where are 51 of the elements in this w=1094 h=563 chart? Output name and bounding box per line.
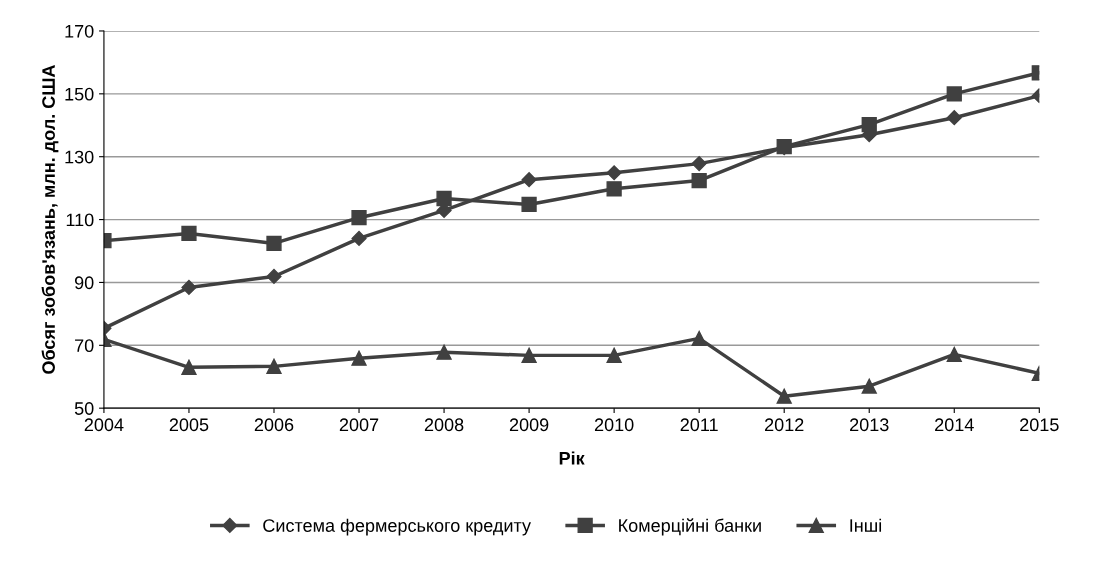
point xyxy=(691,172,707,189)
point xyxy=(521,347,537,364)
legend-label: Інші xyxy=(850,518,882,532)
point xyxy=(606,347,622,364)
y-tick-label: 150 xyxy=(65,87,94,101)
point xyxy=(946,346,962,363)
x-tick-label: 2010 xyxy=(594,418,634,432)
x-tick-label: 2005 xyxy=(169,418,209,432)
x-tick-label: 2008 xyxy=(424,418,464,432)
y-tick-label: 130 xyxy=(65,150,94,164)
x-axis-title: Рік xyxy=(559,451,585,465)
x-tick-label: 2009 xyxy=(509,418,549,432)
legend-label: Система фермерського кредиту xyxy=(263,518,531,536)
point xyxy=(521,172,537,188)
y-tick-label: 70 xyxy=(75,339,94,353)
point xyxy=(776,388,792,404)
point xyxy=(181,225,197,242)
y-tick-label: 170 xyxy=(65,24,94,38)
point xyxy=(436,344,452,360)
x-tick-label: 2015 xyxy=(1020,418,1059,432)
point xyxy=(691,156,707,172)
point xyxy=(351,210,367,226)
point xyxy=(351,230,367,247)
point xyxy=(606,165,622,181)
point xyxy=(776,139,792,155)
y-axis-title: Обсяг зобов'язань, млн. дол. США xyxy=(41,65,59,374)
x-tick-label: 2012 xyxy=(765,418,804,432)
x-tick-label: 2011 xyxy=(680,418,718,432)
point xyxy=(521,196,537,213)
point xyxy=(266,268,282,285)
y-tick-label: 90 xyxy=(74,276,94,290)
y-tick-label: 110 xyxy=(66,213,94,227)
point xyxy=(861,378,877,394)
point xyxy=(946,110,962,126)
point xyxy=(266,358,282,375)
point xyxy=(351,350,367,366)
point xyxy=(946,86,962,102)
x-tick-label: 2007 xyxy=(339,418,379,432)
point xyxy=(436,190,452,207)
x-tick-label: 2004 xyxy=(84,418,124,432)
point xyxy=(181,359,197,375)
legend-label: Комерційні банки xyxy=(619,518,761,536)
y-tick-label: 50 xyxy=(74,402,94,415)
x-tick-label: 2014 xyxy=(935,418,974,432)
point xyxy=(691,330,707,347)
point xyxy=(606,181,622,197)
point xyxy=(181,279,197,296)
x-tick-label: 2013 xyxy=(850,418,889,432)
point xyxy=(266,235,282,252)
point xyxy=(861,116,877,133)
x-tick-label: 2006 xyxy=(254,418,294,432)
